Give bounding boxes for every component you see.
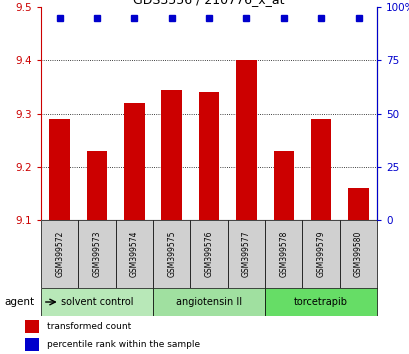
Title: GDS3556 / 210776_x_at: GDS3556 / 210776_x_at [133, 0, 284, 6]
Text: torcetrapib: torcetrapib [293, 297, 347, 307]
Bar [41, 220, 78, 288]
Bar [339, 220, 376, 288]
Bar [190, 220, 227, 288]
Text: GSM399576: GSM399576 [204, 231, 213, 277]
Bar [161, 90, 182, 220]
Text: GSM399575: GSM399575 [167, 231, 176, 277]
Text: GSM399573: GSM399573 [92, 231, 101, 277]
Bar [78, 220, 115, 288]
Bar [265, 220, 302, 288]
Bar [87, 151, 107, 220]
Bar [153, 220, 190, 288]
Bar [310, 119, 330, 220]
Text: GSM399577: GSM399577 [241, 231, 250, 277]
Text: GSM399579: GSM399579 [316, 231, 325, 277]
Text: GSM399572: GSM399572 [55, 231, 64, 277]
Text: percentile rank within the sample: percentile rank within the sample [47, 339, 200, 349]
Text: solvent control: solvent control [61, 297, 133, 307]
Bar [25, 338, 39, 351]
Bar [347, 188, 368, 220]
Bar [236, 60, 256, 220]
Text: agent: agent [4, 297, 34, 307]
Text: GSM399580: GSM399580 [353, 231, 362, 277]
Bar [115, 220, 153, 288]
Bar [227, 220, 265, 288]
Bar [25, 320, 39, 333]
Text: transformed count: transformed count [47, 322, 131, 331]
Bar [41, 288, 153, 316]
Bar [124, 103, 144, 220]
Bar [49, 119, 70, 220]
Bar [302, 220, 339, 288]
Bar [198, 92, 219, 220]
Bar [273, 151, 293, 220]
Bar [153, 288, 265, 316]
Text: GSM399578: GSM399578 [279, 231, 288, 277]
Bar [265, 288, 376, 316]
Text: GSM399574: GSM399574 [130, 231, 139, 277]
Text: angiotensin II: angiotensin II [175, 297, 242, 307]
